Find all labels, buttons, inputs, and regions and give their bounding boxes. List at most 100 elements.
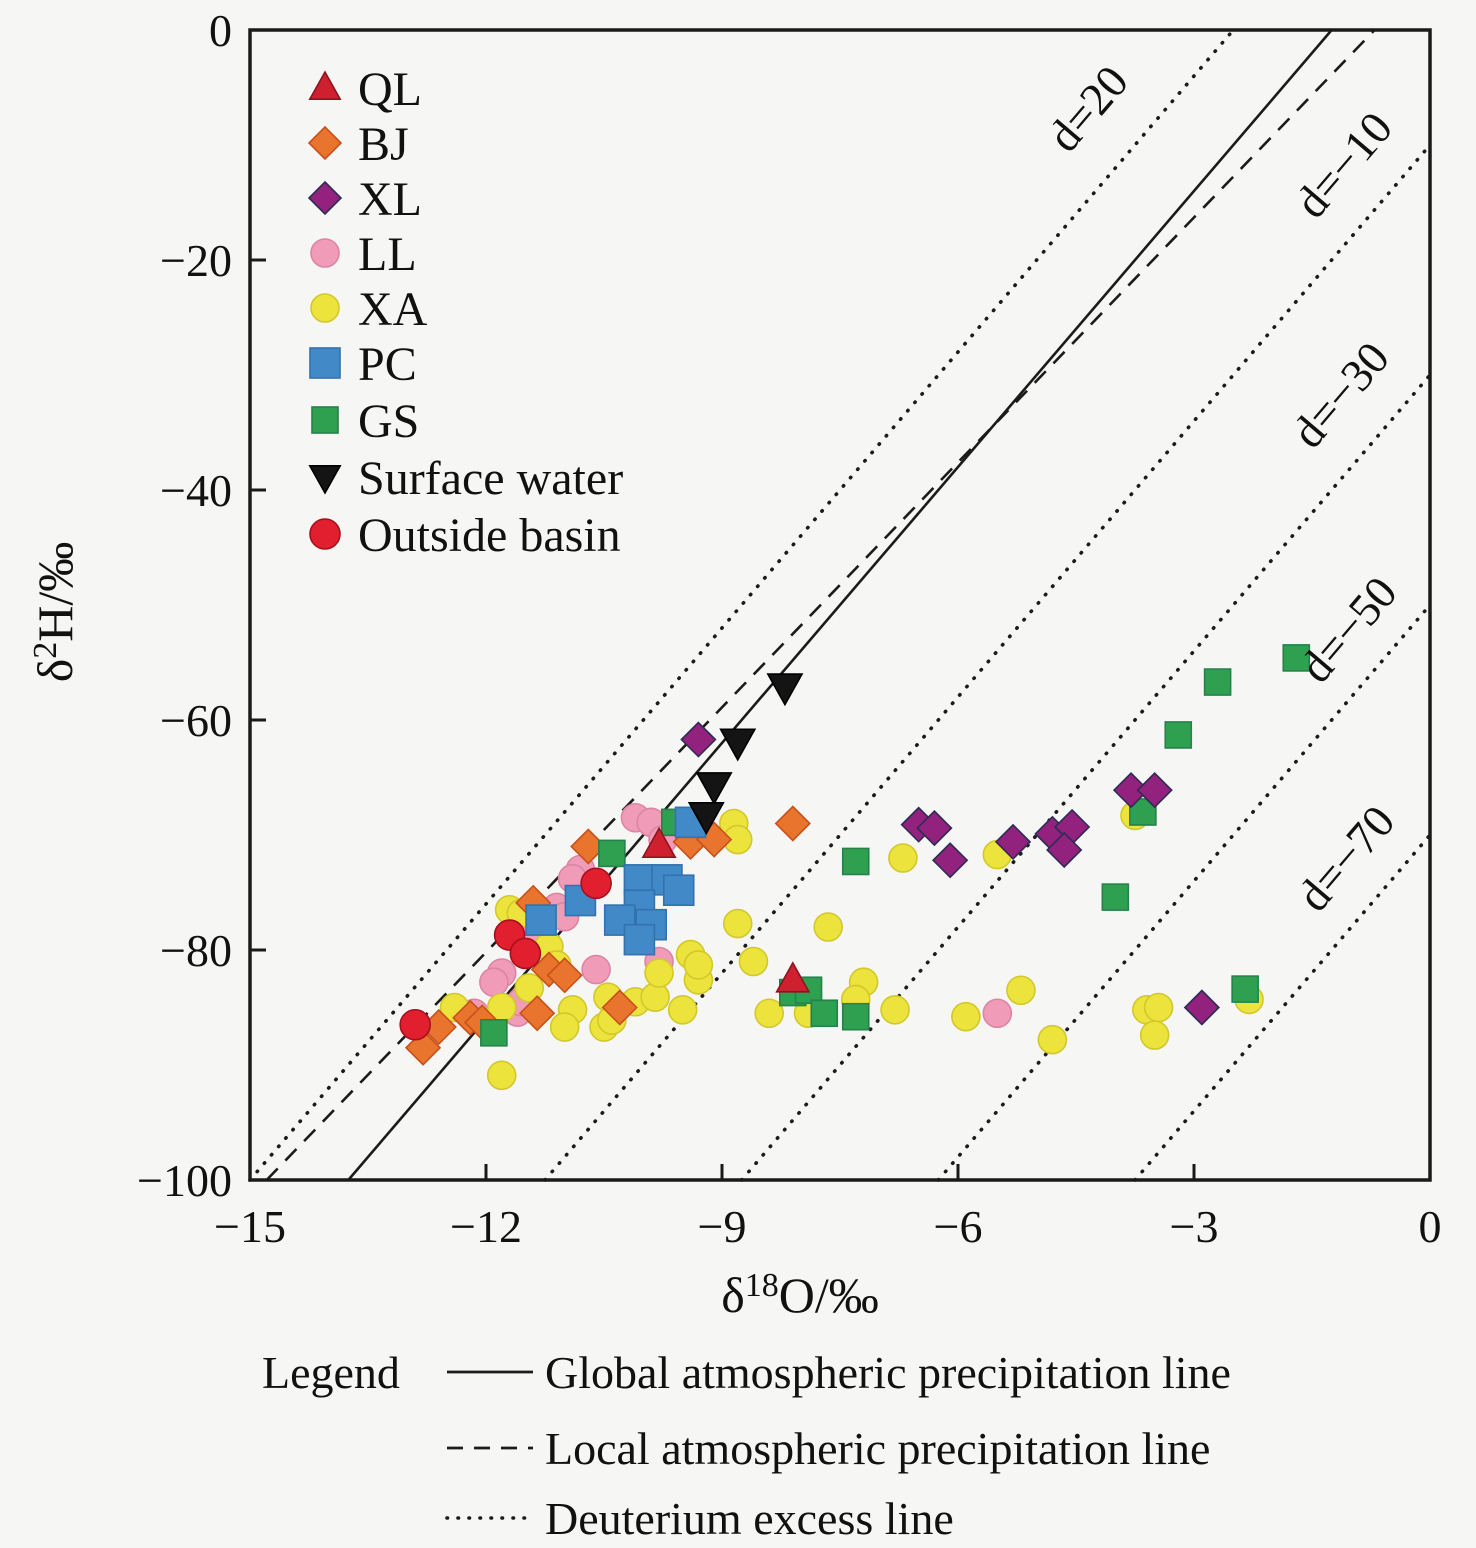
reference-line-dotted bbox=[1133, 833, 1432, 1182]
y-tick-label: −100 bbox=[137, 1155, 232, 1206]
data-point bbox=[766, 673, 804, 707]
data-point bbox=[1143, 992, 1174, 1023]
data-point bbox=[932, 842, 969, 879]
data-point bbox=[598, 839, 626, 868]
dline-label: d=−30 bbox=[1282, 332, 1399, 457]
data-point bbox=[641, 826, 677, 859]
data-point bbox=[813, 912, 844, 942]
data-point bbox=[695, 772, 733, 806]
reference-line-solid bbox=[347, 29, 1333, 1181]
data-point bbox=[1139, 1020, 1170, 1050]
plot-legend-label: QL bbox=[358, 63, 422, 116]
data-point bbox=[810, 999, 839, 1028]
data-point bbox=[525, 904, 557, 936]
bottom-legend-item-dotted: Deuterium excess line bbox=[445, 1493, 954, 1544]
dline-label: d=−10 bbox=[1285, 102, 1402, 227]
y-tick-label: −40 bbox=[160, 465, 232, 516]
dline-label: d=−50 bbox=[1290, 567, 1407, 692]
data-point bbox=[667, 994, 698, 1025]
circle-icon bbox=[310, 238, 340, 268]
data-point bbox=[841, 1002, 870, 1031]
reference-line-dotted bbox=[543, 143, 1432, 1182]
data-point bbox=[1203, 668, 1232, 696]
data-point bbox=[479, 967, 509, 998]
data-point bbox=[774, 805, 811, 842]
data-point bbox=[888, 843, 918, 873]
x-tick-label: 0 bbox=[1419, 1201, 1442, 1252]
reference-line-dashed bbox=[265, 29, 1376, 1181]
series-ql bbox=[641, 826, 811, 993]
data-point bbox=[841, 847, 870, 876]
data-point bbox=[1037, 1024, 1068, 1055]
x-tick-label: −9 bbox=[698, 1201, 747, 1252]
triangle-down-icon bbox=[308, 465, 342, 495]
bottom-legend-label: Global atmospheric precipitation line bbox=[545, 1347, 1231, 1398]
data-point bbox=[1183, 989, 1221, 1026]
data-point bbox=[680, 721, 717, 758]
series-surface-water bbox=[687, 673, 804, 836]
y-tick-label: 0 bbox=[209, 5, 232, 56]
y-tick-label: −60 bbox=[160, 695, 232, 746]
data-point bbox=[1164, 721, 1193, 749]
data-point bbox=[982, 998, 1013, 1029]
data-point bbox=[640, 982, 670, 1012]
data-point bbox=[519, 995, 556, 1032]
ticks-layer: −15 −12 −9 −6 −3 0 0 −20 −40 −60 −80 −100 bbox=[137, 5, 1441, 1252]
data-point bbox=[916, 809, 953, 847]
plot-legend-item-bj: BJ bbox=[307, 118, 409, 171]
data-point bbox=[951, 1001, 981, 1032]
x-tick-label: −15 bbox=[214, 1201, 286, 1252]
data-point bbox=[623, 923, 656, 956]
data-point bbox=[683, 950, 714, 980]
reference-line-dotted bbox=[739, 373, 1432, 1182]
data-point bbox=[549, 1012, 580, 1042]
y-tick-label: −20 bbox=[160, 235, 232, 286]
diamond-icon bbox=[307, 125, 343, 161]
bottom-legend-item-solid: Global atmospheric precipitation line bbox=[447, 1347, 1231, 1398]
plot-legend-item-pc: PC bbox=[309, 338, 417, 391]
series-outside-basin bbox=[399, 867, 612, 1041]
square-icon bbox=[311, 406, 339, 434]
plot-legend-item-ql: QL bbox=[308, 63, 422, 116]
data-point bbox=[880, 994, 910, 1025]
plot-legend-label: LL bbox=[358, 228, 417, 281]
plot-legend-label: XA bbox=[358, 283, 428, 336]
series-xl bbox=[680, 721, 1221, 1026]
y-axis-title: δ2H/‰ bbox=[27, 542, 83, 683]
square-icon bbox=[309, 347, 341, 379]
dline-labels-layer: d=20 d=−10 d=−30 d=−50 d=−70 bbox=[1038, 56, 1407, 921]
data-point bbox=[719, 728, 757, 762]
plot-legend-item-xl: XL bbox=[307, 173, 422, 226]
data-point bbox=[486, 1060, 517, 1091]
plot-legend-label: GS bbox=[358, 395, 419, 448]
dline-label: d=20 bbox=[1038, 56, 1138, 161]
bottom-legend: Global atmospheric precipitation line Loc… bbox=[445, 1347, 1231, 1544]
plot-legend-label: Outside basin bbox=[358, 509, 621, 562]
data-point bbox=[1101, 883, 1130, 911]
data-point bbox=[662, 874, 695, 907]
reference-line-dotted bbox=[248, 28, 1236, 1182]
x-axis-title: δ18O/‰ bbox=[721, 1267, 879, 1323]
triangle-up-icon bbox=[308, 70, 342, 100]
circle-icon bbox=[309, 518, 341, 550]
data-point bbox=[687, 802, 725, 836]
circle-icon bbox=[310, 293, 340, 323]
data-point bbox=[580, 867, 612, 900]
data-point bbox=[775, 961, 811, 993]
plot-legend-label: PC bbox=[358, 338, 417, 391]
bottom-legend-title: Legend bbox=[262, 1347, 400, 1398]
data-point bbox=[399, 1008, 432, 1041]
data-point bbox=[546, 957, 583, 994]
plot-legend-item-xa: XA bbox=[310, 283, 428, 336]
bottom-legend-label: Local atmospheric precipitation line bbox=[545, 1423, 1210, 1474]
reference-line-dotted bbox=[936, 603, 1432, 1182]
plot-legend-item-surface-water: Surface water bbox=[308, 452, 623, 505]
y-tick-label: −80 bbox=[160, 925, 232, 976]
data-point bbox=[601, 989, 638, 1026]
data-points-layer bbox=[399, 644, 1311, 1091]
dline-label: d=−70 bbox=[1287, 796, 1404, 921]
data-point bbox=[644, 958, 674, 988]
x-tick-label: −3 bbox=[1170, 1201, 1219, 1252]
